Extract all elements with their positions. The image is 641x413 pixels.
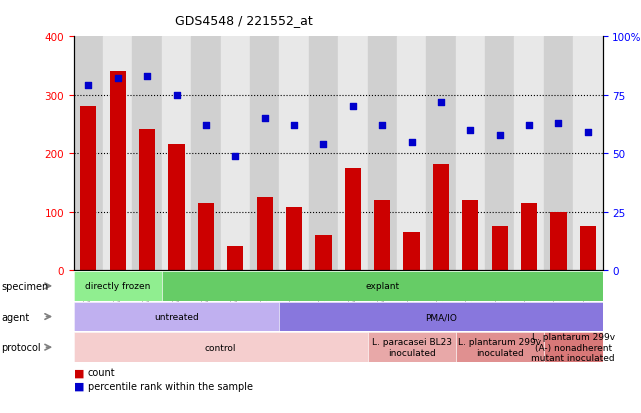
Bar: [521, 204, 537, 271]
Bar: [250, 37, 279, 271]
Bar: [573, 37, 603, 271]
Bar: [345, 169, 361, 271]
Bar: [80, 107, 97, 271]
Bar: [309, 37, 338, 271]
Text: count: count: [88, 368, 115, 377]
Bar: [462, 201, 478, 271]
Bar: [191, 37, 221, 271]
Bar: [426, 37, 456, 271]
Bar: [256, 197, 273, 271]
Bar: [551, 212, 567, 271]
Bar: [492, 227, 508, 271]
Bar: [367, 37, 397, 271]
Point: [583, 130, 593, 136]
Point: [230, 153, 240, 159]
Bar: [169, 145, 185, 271]
Bar: [433, 164, 449, 271]
Point: [260, 116, 270, 122]
Text: percentile rank within the sample: percentile rank within the sample: [88, 381, 253, 391]
Bar: [315, 235, 331, 271]
Bar: [139, 129, 155, 271]
Bar: [133, 37, 162, 271]
Text: PMA/IO: PMA/IO: [425, 312, 457, 321]
Text: directly frozen: directly frozen: [85, 282, 151, 291]
Text: L. plantarum 299v
inoculated: L. plantarum 299v inoculated: [458, 338, 541, 357]
Bar: [397, 37, 426, 271]
Point: [347, 104, 358, 111]
Point: [495, 132, 505, 138]
Bar: [286, 207, 302, 271]
Point: [319, 141, 329, 148]
Bar: [338, 37, 367, 271]
Point: [553, 120, 563, 127]
Point: [171, 92, 181, 99]
Point: [201, 123, 211, 129]
Bar: [279, 37, 309, 271]
Bar: [403, 233, 420, 271]
Bar: [544, 37, 573, 271]
Point: [406, 139, 417, 145]
Point: [377, 123, 387, 129]
Bar: [110, 72, 126, 271]
Text: control: control: [205, 343, 237, 352]
Text: ■: ■: [74, 368, 84, 377]
Text: protocol: protocol: [1, 342, 41, 352]
Point: [436, 99, 446, 106]
Text: L. plantarum 299v
(A-) nonadherent
mutant inoculated: L. plantarum 299v (A-) nonadherent mutan…: [531, 332, 615, 362]
Text: explant: explant: [365, 282, 399, 291]
Text: agent: agent: [1, 312, 29, 322]
Bar: [198, 204, 214, 271]
Bar: [74, 37, 103, 271]
Point: [113, 76, 123, 83]
Bar: [103, 37, 133, 271]
Bar: [227, 246, 244, 271]
Bar: [221, 37, 250, 271]
Text: GDS4548 / 221552_at: GDS4548 / 221552_at: [175, 14, 312, 27]
Bar: [456, 37, 485, 271]
Bar: [514, 37, 544, 271]
Bar: [162, 37, 191, 271]
Point: [289, 123, 299, 129]
Text: L. paracasei BL23
inoculated: L. paracasei BL23 inoculated: [372, 338, 451, 357]
Point: [524, 123, 534, 129]
Point: [465, 127, 476, 134]
Bar: [579, 227, 596, 271]
Point: [83, 83, 94, 90]
Text: specimen: specimen: [1, 281, 49, 291]
Bar: [485, 37, 514, 271]
Text: ■: ■: [74, 381, 84, 391]
Bar: [374, 201, 390, 271]
Point: [142, 74, 153, 80]
Text: untreated: untreated: [154, 312, 199, 321]
